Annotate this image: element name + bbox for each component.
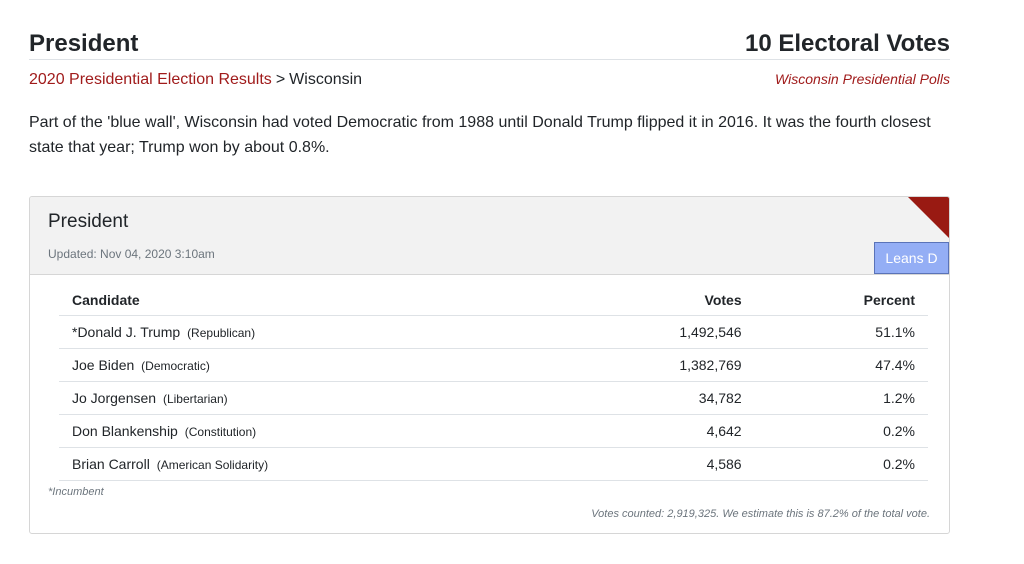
card-title: President [48,211,129,232]
polls-link[interactable]: Wisconsin Presidential Polls [775,71,950,87]
votes-cell: 1,382,769 [556,348,755,382]
candidate-cell: Brian Carroll (American Solidarity) [59,447,557,481]
results-table: Candidate Votes Percent *Donald J. Trump… [59,285,928,481]
votes-cell: 4,642 [556,414,755,448]
sub-row: 2020 Presidential Election Results > Wisco… [29,70,950,92]
candidate-party: (Libertarian) [162,391,228,406]
votes-cell: 34,782 [556,381,755,415]
candidate-cell: Jo Jorgensen (Libertarian) [59,381,557,415]
column-header-candidate: Candidate [59,285,557,316]
candidate-name: Don Blankenship [72,422,178,439]
intro-paragraph: Part of the 'blue wall', Wisconsin had v… [29,114,931,156]
breadcrumb-parent-link[interactable]: 2020 Presidential Election Results [29,71,272,88]
updated-timestamp: Updated: Nov 04, 2020 3:10am [48,247,215,261]
percent-cell: 0.2% [754,414,928,448]
table-row: Don Blankenship (Constitution) 4,642 0.2… [59,414,928,448]
table-row: Joe Biden (Democratic) 1,382,769 47.4% [59,348,928,382]
candidate-cell: Don Blankenship (Constitution) [59,414,557,448]
corner-flag-icon [908,197,949,238]
votes-cell: 4,586 [556,447,755,481]
breadcrumb-separator: > [275,71,286,88]
incumbent-note: *Incumbent [48,486,104,498]
candidate-party: (Republican) [187,325,256,340]
percent-cell: 47.4% [754,348,928,382]
page-title: President [29,30,139,57]
percent-cell: 1.2% [754,381,928,415]
candidate-name: Brian Carroll [72,455,150,472]
candidate-name: Jo Jorgensen [72,389,157,406]
candidate-party: (American Solidarity) [156,457,269,472]
header-row: President 10 Electoral Votes [29,28,950,60]
votes-cell: 1,492,546 [556,315,755,349]
table-row: *Donald J. Trump (Republican) 1,492,546 … [59,315,928,349]
breadcrumb: 2020 Presidential Election Results > Wisco… [29,71,362,89]
electoral-votes: 10 Electoral Votes [745,30,950,57]
rating-badge[interactable]: Leans D [874,242,949,274]
percent-cell: 0.2% [754,447,928,481]
column-header-votes: Votes [556,285,755,316]
candidate-name: *Donald J. Trump [72,323,181,340]
column-header-percent: Percent [754,285,928,316]
table-header-row: Candidate Votes Percent [59,285,928,316]
candidate-cell: Joe Biden (Democratic) [59,348,557,382]
table-row: Jo Jorgensen (Libertarian) 34,782 1.2% [59,381,928,415]
results-card: President Updated: Nov 04, 2020 3:10am L… [29,196,950,534]
card-header: President Updated: Nov 04, 2020 3:10am L… [30,197,949,275]
percent-cell: 51.1% [754,315,928,349]
candidate-party: (Constitution) [184,424,257,439]
votes-counted-note: Votes counted: 2,919,325. We estimate th… [591,508,930,520]
table-row: Brian Carroll (American Solidarity) 4,58… [59,447,928,481]
candidate-name: Joe Biden [72,356,135,373]
candidate-party: (Democratic) [141,358,210,373]
breadcrumb-current: Wisconsin [289,71,363,88]
candidate-cell: *Donald J. Trump (Republican) [59,315,557,349]
